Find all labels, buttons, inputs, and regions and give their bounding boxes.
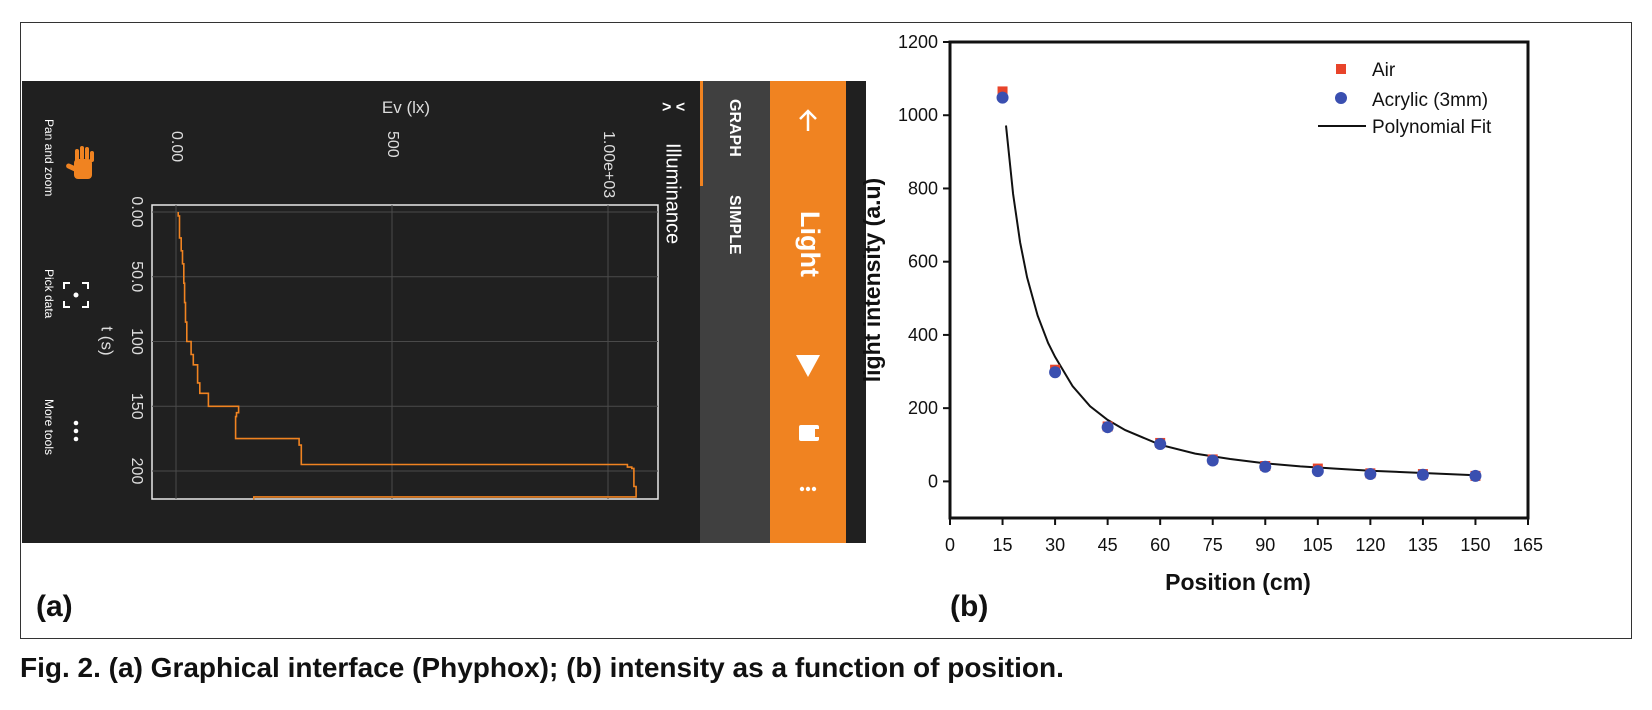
x-tick-label: 30 <box>1045 535 1065 555</box>
y-tick-label: 400 <box>908 325 938 345</box>
dropdown-triangle-icon[interactable] <box>796 355 820 377</box>
figure-caption: Fig. 2. (a) Graphical interface (Phyphox… <box>20 652 1064 683</box>
t-tick-label: 0.00 <box>128 196 145 227</box>
t-tick-label: 150 <box>128 393 145 420</box>
ev-tick-label: 0.00 <box>168 131 185 162</box>
phyphox-screen: Light GRAPH SIMPLE Illuminance > < Ev (l… <box>22 81 866 543</box>
t-tick-label: 100 <box>128 328 145 355</box>
t-tick-label: 200 <box>128 458 145 485</box>
ev-axis-label: Ev (lx) <box>382 98 430 117</box>
app-title: Light <box>795 211 825 277</box>
legend-acrylic-marker <box>1335 92 1347 104</box>
y-tick-label: 800 <box>908 178 938 198</box>
x-tick-label: 165 <box>1513 535 1543 555</box>
hand-icon[interactable] <box>65 146 94 179</box>
acrylic-point <box>1206 454 1219 467</box>
acrylic-point <box>1259 460 1272 473</box>
x-tick-label: 0 <box>945 535 955 555</box>
graph-title: Illuminance <box>662 143 684 244</box>
x-tick-label: 75 <box>1203 535 1223 555</box>
app-bar <box>770 81 846 543</box>
x-tick-label: 45 <box>1098 535 1118 555</box>
ev-tick-label: 500 <box>384 131 401 158</box>
more-vertical-icon[interactable] <box>799 486 817 492</box>
acrylic-point <box>1049 366 1062 379</box>
x-tick-label: 105 <box>1303 535 1333 555</box>
more-tools-label[interactable]: More tools <box>42 399 56 455</box>
t-tick-label: 50.0 <box>128 261 145 292</box>
plot-frame <box>948 40 1530 520</box>
y-tick-label: 200 <box>908 398 938 418</box>
acrylic-point <box>1101 421 1114 434</box>
acrylic-point <box>1469 469 1482 482</box>
legend-label: Polynomial Fit <box>1372 117 1492 138</box>
fit-line <box>1005 125 1476 477</box>
tab-graph[interactable]: GRAPH <box>726 99 743 157</box>
x-tick-label: 135 <box>1408 535 1438 555</box>
dots-icon[interactable] <box>73 420 79 442</box>
plot-area[interactable]: 0.00 500 1.00e+03 0.00 50.0 100 150 200 <box>128 131 659 500</box>
panel-a-label: (a) <box>36 590 73 623</box>
x-tick-label: 15 <box>993 535 1013 555</box>
legend-air-marker <box>1336 64 1346 74</box>
legend-label: Acrylic (3mm) <box>1372 90 1488 111</box>
y-tick-label: 0 <box>928 471 938 491</box>
pick-data-label[interactable]: Pick data <box>42 269 56 319</box>
acrylic-point <box>1154 438 1167 451</box>
y-tick-label: 1000 <box>898 105 938 125</box>
acrylic-point <box>1416 468 1429 481</box>
illuminance-trace <box>177 212 637 500</box>
x-tick-label: 150 <box>1460 535 1490 555</box>
y-tick-label: 600 <box>908 252 938 272</box>
pan-zoom-label[interactable]: Pan and zoom <box>42 119 56 196</box>
acrylic-point <box>1311 465 1324 478</box>
x-axis-label: Position (cm) <box>1165 569 1311 595</box>
y-tick-label: 1200 <box>898 32 938 52</box>
tab-simple[interactable]: SIMPLE <box>726 195 743 255</box>
acrylic-point <box>996 91 1009 104</box>
phone-icon[interactable] <box>799 425 819 441</box>
x-tick-label: 120 <box>1355 535 1385 555</box>
y-axis-label: light intensity (a.u) <box>859 178 885 382</box>
t-axis-label: t (s) <box>98 326 117 355</box>
x-tick-label: 60 <box>1150 535 1170 555</box>
collapse-button[interactable]: > < <box>662 99 685 116</box>
tab-bar <box>700 81 770 543</box>
back-arrow-icon[interactable] <box>799 109 817 131</box>
air-point <box>997 86 1008 97</box>
panel-b-label: (b) <box>950 590 989 623</box>
ev-tick-label: 1.00e+03 <box>600 131 617 198</box>
crosshair-icon[interactable] <box>63 282 89 308</box>
x-tick-label: 90 <box>1255 535 1275 555</box>
tab-graph-indicator <box>700 81 703 186</box>
acrylic-point <box>1364 468 1377 481</box>
intensity-position-chart: 0 15 30 45 60 75 90 105 120 135 150 165 0 200 400 600 8… <box>859 32 1543 595</box>
legend-label: Air <box>1372 60 1396 81</box>
